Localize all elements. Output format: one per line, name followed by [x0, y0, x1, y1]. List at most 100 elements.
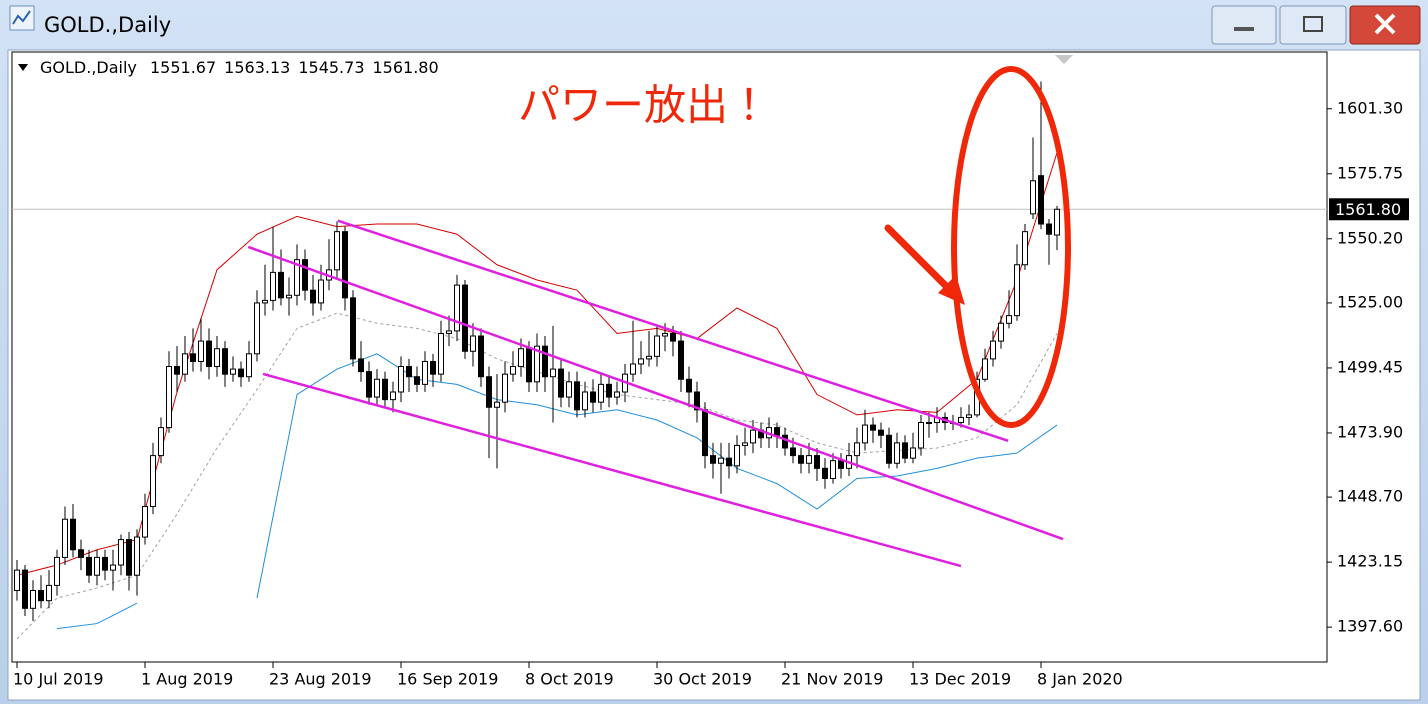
candle-body [390, 391, 396, 401]
chart-header: GOLD.,Daily 1551.67 1563.13 1545.73 1561.80 [40, 58, 439, 77]
current-price-label: 1561.80 [1335, 200, 1401, 219]
candle-body [894, 442, 900, 464]
x-tick-label: 23 Aug 2019 [269, 670, 372, 689]
candle-body [582, 391, 588, 411]
window-icon-glyph [12, 10, 31, 25]
candle-body [318, 279, 324, 304]
candle-body [494, 401, 500, 408]
candle-body [158, 427, 164, 457]
candle-body [358, 358, 364, 373]
candle-body [926, 422, 932, 425]
candle-body [1006, 315, 1012, 324]
candle-body [686, 378, 692, 393]
candle-body [726, 457, 732, 467]
y-tick-label: 1525.00 [1337, 292, 1403, 311]
candle-body [342, 231, 348, 299]
candle-body [294, 259, 300, 296]
candle-body [654, 335, 660, 357]
candle-body [830, 460, 836, 480]
candle-body [566, 381, 572, 398]
header-arrow [18, 64, 28, 71]
y-tick-label: 1423.15 [1337, 552, 1403, 571]
window-title: GOLD.,Daily [44, 13, 171, 37]
candle-body [742, 442, 748, 446]
candle-body [678, 340, 684, 380]
candle-body [598, 383, 604, 403]
candle-body [694, 391, 700, 411]
channel-line [262, 372, 962, 568]
candle-body [174, 366, 180, 375]
x-tick-label: 10 Jul 2019 [13, 670, 104, 689]
candle-body [510, 366, 516, 375]
minimize-button[interactable] [1211, 5, 1277, 45]
header-value: 1545.73 [298, 58, 364, 77]
candle-body [86, 556, 92, 576]
candle-body [886, 434, 892, 464]
channel-line [247, 245, 1064, 541]
candle-body [1030, 180, 1036, 215]
candle-body [278, 271, 284, 299]
candle-body [710, 455, 716, 464]
candle-body [734, 444, 740, 467]
annotation-ellipse [951, 66, 1071, 428]
candle-body [206, 340, 212, 368]
candle-body [798, 455, 804, 464]
maximize-button[interactable] [1279, 5, 1347, 45]
candle-body [462, 284, 468, 352]
candle-body [182, 353, 188, 375]
candle-body [14, 569, 20, 591]
candle-body [78, 549, 84, 558]
candle-body [574, 381, 580, 411]
candle-body [118, 539, 124, 566]
candle-body [806, 455, 812, 464]
candle-body [902, 442, 908, 459]
minimize-icon [1234, 27, 1254, 31]
current-price-box [1329, 198, 1409, 221]
candle-body [62, 518, 68, 558]
y-tick-label: 1601.30 [1337, 98, 1403, 117]
candle-body [382, 378, 388, 401]
plot-area [11, 51, 1328, 663]
x-tick-label: 21 Nov 2019 [781, 670, 883, 689]
candle-body [134, 536, 140, 576]
y-tick-label: 1397.60 [1337, 617, 1403, 636]
candle-body [446, 330, 452, 334]
candle-body [502, 373, 508, 403]
candle-body [486, 376, 492, 408]
candle-body [286, 294, 292, 299]
candle-body [646, 355, 652, 360]
header-value: 1563.13 [224, 58, 290, 77]
close-icon [1374, 13, 1396, 35]
header-value: 1551.67 [150, 58, 216, 77]
annotation: パワー放出！ [518, 81, 770, 130]
x-tick-label: 13 Dec 2019 [909, 670, 1011, 689]
candle-body [518, 348, 524, 368]
y-tick-label: 1550.20 [1337, 228, 1403, 247]
candle-body [526, 348, 532, 383]
x-tick-label: 8 Oct 2019 [525, 670, 614, 689]
candle-body [534, 345, 540, 383]
candle-body [246, 353, 252, 378]
y-tick-label: 1575.75 [1337, 163, 1403, 182]
candle-body [606, 383, 612, 398]
candle-body [102, 556, 108, 571]
candle-body [542, 345, 548, 378]
shift-marker [1055, 55, 1073, 64]
candle-body [214, 348, 220, 368]
candle-body [70, 518, 76, 551]
candle-body [30, 589, 36, 609]
candle-body [350, 297, 356, 360]
candle-body [150, 455, 156, 508]
candle-body [750, 429, 756, 444]
candle-body [1014, 264, 1020, 317]
candle-body [142, 506, 148, 538]
candle-body [94, 556, 100, 576]
candle-body [398, 366, 404, 393]
annotation-arrow [884, 224, 956, 296]
candle-body [430, 360, 436, 375]
candle-body [38, 589, 44, 602]
candle-body [470, 335, 476, 352]
candle-body [374, 378, 380, 398]
